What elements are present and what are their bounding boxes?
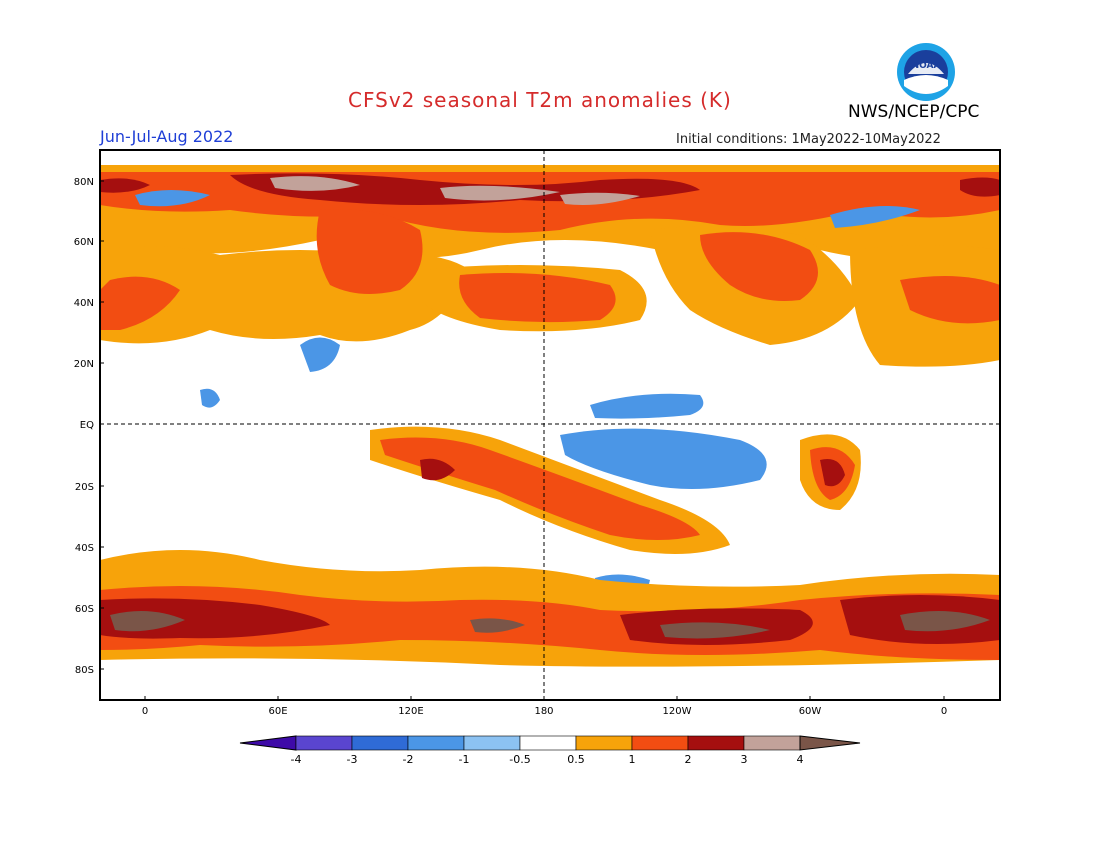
colorbar-tick-label: -0.5 xyxy=(509,753,530,766)
colorbar-swatch xyxy=(631,735,689,751)
colorbar-swatch xyxy=(407,735,465,751)
colorbar: -4 -3 -2 -1 -0.5 0.5 1 2 3 4 xyxy=(239,735,861,766)
lat-label: 80S xyxy=(75,665,94,676)
colorbar-tick-label: 2 xyxy=(685,753,692,766)
lat-label: EQ xyxy=(80,420,94,431)
lon-label: 60W xyxy=(799,706,822,717)
colorbar-tick-label: 1 xyxy=(629,753,636,766)
lat-label: 20N xyxy=(74,359,94,370)
lon-label: 180 xyxy=(534,706,553,717)
lat-label: 60N xyxy=(74,237,94,248)
colorbar-swatch xyxy=(351,735,409,751)
longitude-labels: 0 60E 120E 180 120W 60W 0 xyxy=(142,696,947,717)
anomaly-fields xyxy=(100,150,1000,700)
org-label: NWS/NCEP/CPC xyxy=(848,102,980,122)
noaa-logo-icon: NOAA xyxy=(897,43,955,101)
colorbar-tick-label: 4 xyxy=(797,753,804,766)
lon-label: 0 xyxy=(142,706,148,717)
colorbar-swatch xyxy=(295,735,353,751)
colorbar-tick-label: -3 xyxy=(347,753,358,766)
colorbar-arrow-high xyxy=(799,735,861,751)
colorbar-tick-label: -1 xyxy=(459,753,470,766)
colorbar-swatch xyxy=(575,735,633,751)
latitude-labels: 80N 60N 40N 20N EQ 20S 40S 60S 80S xyxy=(74,177,104,676)
lat-label: 20S xyxy=(75,482,94,493)
lat-label: 40N xyxy=(74,298,94,309)
lat-label: 40S xyxy=(75,543,94,554)
season-label: Jun-Jul-Aug 2022 xyxy=(100,127,234,146)
lon-label: 60E xyxy=(268,706,287,717)
lon-label: 120W xyxy=(663,706,692,717)
colorbar-swatch xyxy=(519,735,577,751)
colorbar-tick-label: -4 xyxy=(291,753,302,766)
colorbar-tick-label: 0.5 xyxy=(567,753,585,766)
map-title: CFSv2 seasonal T2m anomalies (K) xyxy=(348,88,732,112)
initial-conditions-label: Initial conditions: 1May2022-10May2022 xyxy=(676,132,941,147)
colorbar-tick-label: 3 xyxy=(741,753,748,766)
lon-label: 0 xyxy=(941,706,947,717)
lat-label: 60S xyxy=(75,604,94,615)
lon-label: 120E xyxy=(398,706,423,717)
colorbar-tick-label: -2 xyxy=(403,753,414,766)
colorbar-arrow-low xyxy=(239,735,297,751)
colorbar-swatch xyxy=(743,735,801,751)
colorbar-swatch xyxy=(463,735,521,751)
map-frame xyxy=(99,149,1001,701)
colorbar-swatch xyxy=(687,735,745,751)
lat-label: 80N xyxy=(74,177,94,188)
noaa-logo-text: NOAA xyxy=(912,61,941,71)
